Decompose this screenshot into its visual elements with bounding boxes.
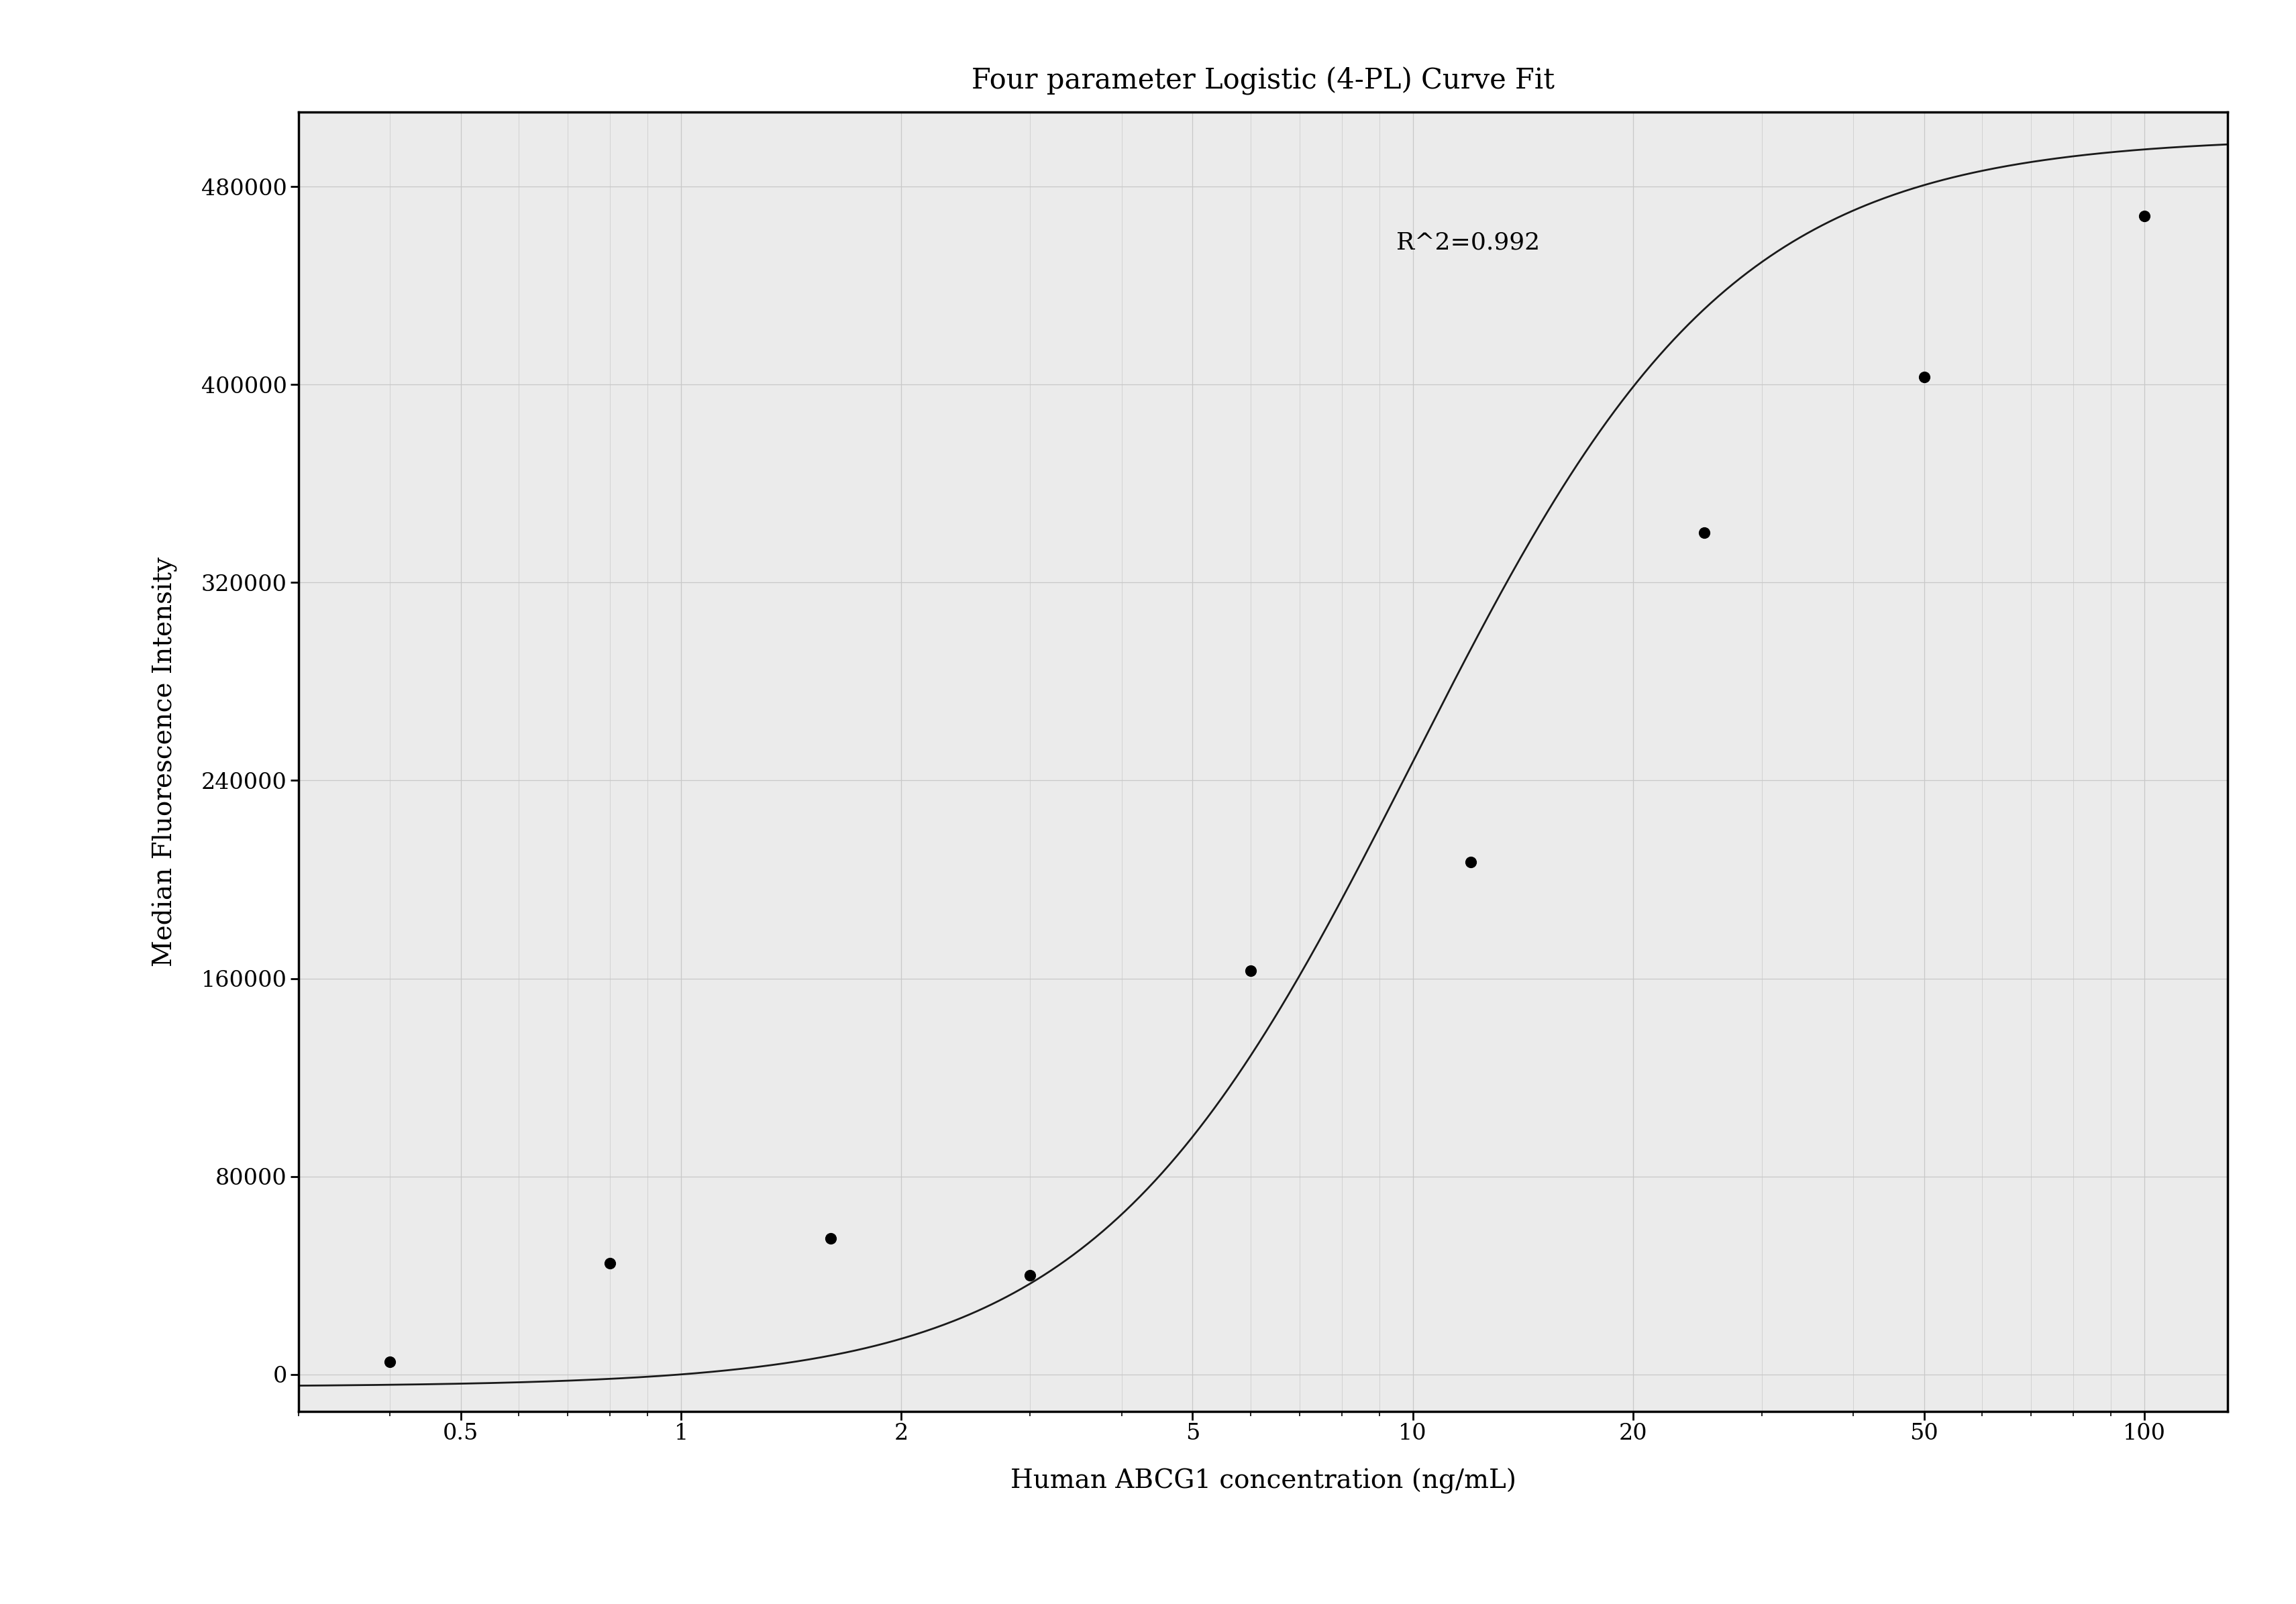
Point bbox=[1231, 958, 1267, 983]
Title: Four parameter Logistic (4-PL) Curve Fit: Four parameter Logistic (4-PL) Curve Fit bbox=[971, 67, 1554, 95]
Point bbox=[2126, 204, 2163, 229]
Point bbox=[592, 1250, 629, 1275]
Text: R^2=0.992: R^2=0.992 bbox=[1396, 231, 1541, 253]
X-axis label: Human ABCG1 concentration (ng/mL): Human ABCG1 concentration (ng/mL) bbox=[1010, 1468, 1515, 1493]
Point bbox=[813, 1225, 850, 1251]
Point bbox=[1685, 520, 1722, 545]
Point bbox=[1906, 364, 1942, 390]
Point bbox=[372, 1349, 409, 1375]
Point bbox=[1451, 849, 1488, 874]
Y-axis label: Median Fluorescence Intensity: Median Fluorescence Intensity bbox=[152, 557, 177, 967]
Point bbox=[1013, 1262, 1049, 1288]
